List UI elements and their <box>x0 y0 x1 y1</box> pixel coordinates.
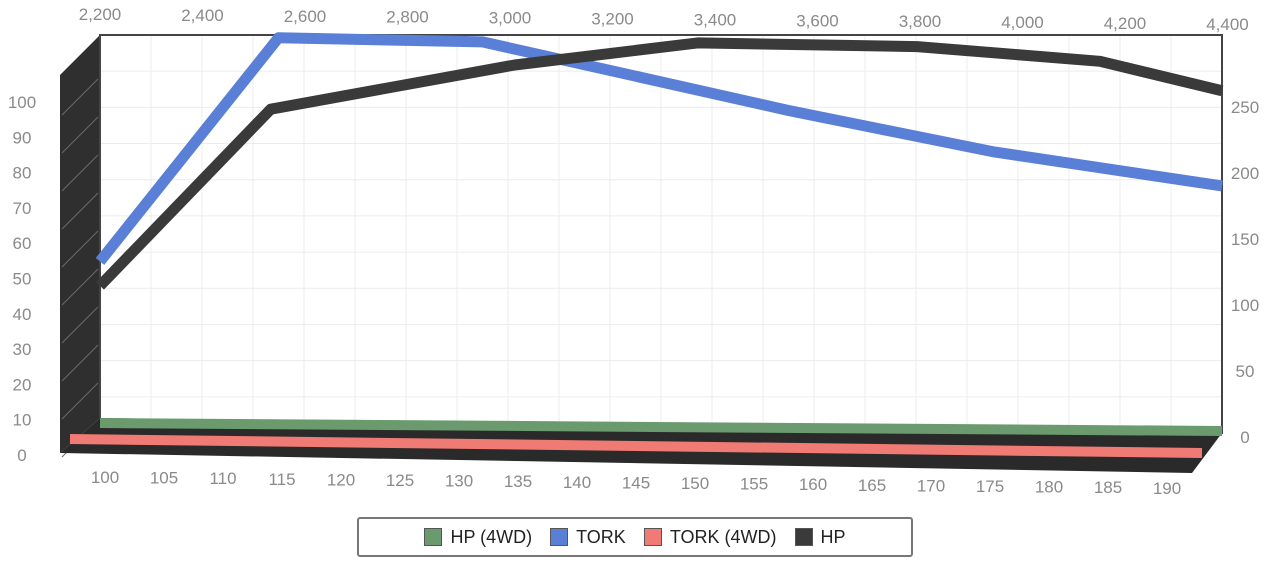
x-bottom-tick-label: 175 <box>976 477 1004 496</box>
legend-label: HP <box>820 526 846 547</box>
x-top-tick-label: 2,800 <box>386 8 429 27</box>
y-left-tick-label: 70 <box>13 199 32 218</box>
x-bottom-tick-label: 140 <box>563 473 591 492</box>
wall-hatch <box>61 154 99 192</box>
x-bottom-tick-label: 170 <box>917 476 945 495</box>
legend-swatch <box>550 528 569 546</box>
legend-label: TORK <box>576 526 626 547</box>
legend-label: TORK (4WD) <box>669 526 777 547</box>
y-left-tick-label: 10 <box>13 411 32 430</box>
y-left-tick-label: 0 <box>17 446 26 465</box>
legend-swatch <box>643 528 662 546</box>
x-top-tick-label: 4,200 <box>1104 14 1147 33</box>
series-line-tork <box>95 32 1223 265</box>
y-left-tick-label: 40 <box>13 305 32 324</box>
wall-hatch <box>61 268 99 306</box>
x-bottom-tick-label: 110 <box>209 469 236 488</box>
left-wall <box>60 35 100 453</box>
x-top-tick-label: 4,000 <box>1001 13 1044 32</box>
x-bottom-tick-label: 125 <box>386 471 414 490</box>
engine-performance-chart: 0 10 20 30 40 50 60 70 80 90 100 0 50 100 150 200 250 2… <box>8 5 1259 498</box>
y-left-tick-label: 20 <box>13 375 32 394</box>
x-top-tick-label: 2,600 <box>284 7 327 26</box>
legend-item-tork-4wd: TORK (4WD) <box>643 526 777 548</box>
x-bottom-tick-label: 100 <box>91 468 119 487</box>
y-right-tick-label: 0 <box>1240 428 1249 447</box>
x-bottom-tick-label: 115 <box>268 470 295 489</box>
legend-item-hp: HP <box>794 526 846 548</box>
series-line-hp-4wd <box>99 418 1223 436</box>
wall-hatch <box>61 382 99 420</box>
x-bottom-tick-label: 130 <box>445 472 473 491</box>
x-top-tick-label: 2,400 <box>181 6 224 25</box>
x-top-tick-label: 3,600 <box>796 11 839 30</box>
series-line-hp <box>96 37 1224 290</box>
x-bottom-tick-label: 190 <box>1153 479 1181 498</box>
top-axis-ticks: 2,200 2,400 2,600 2,800 3,000 3,200 3,400 3,600… <box>79 5 1249 34</box>
x-top-tick-label: 3,400 <box>694 10 737 29</box>
series-line-tork-4wd <box>69 434 1203 458</box>
x-bottom-tick-label: 150 <box>681 474 709 493</box>
legend-item-hp-4wd: HP (4WD) <box>424 527 532 548</box>
wall-hatch <box>61 344 99 382</box>
y-left-tick-label: 30 <box>13 340 32 359</box>
y-right-tick-label: 50 <box>1236 362 1255 381</box>
x-top-tick-label: 2,200 <box>79 5 122 24</box>
wall-hatch <box>61 306 99 344</box>
y-right-tick-label: 150 <box>1231 230 1259 249</box>
grid-lines <box>99 34 1223 434</box>
bottom-axis-ticks: 100 105 110 115 120 125 130 135 140 145 150 155 160 1… <box>91 468 1181 498</box>
y-left-tick-label: 60 <box>13 234 32 253</box>
y-left-tick-label: 100 <box>8 93 36 112</box>
x-bottom-tick-label: 180 <box>1035 478 1063 497</box>
x-top-tick-label: 3,800 <box>899 12 942 31</box>
y-left-tick-label: 50 <box>13 270 32 289</box>
y-left-tick-label: 90 <box>13 128 32 147</box>
x-bottom-tick-label: 135 <box>504 472 532 491</box>
y-right-tick-label: 250 <box>1231 98 1259 117</box>
wall-hatch <box>61 78 99 116</box>
x-top-tick-label: 3,000 <box>489 9 532 28</box>
y-right-tick-label: 200 <box>1231 164 1259 183</box>
series-lines <box>69 32 1224 458</box>
legend-swatch <box>424 528 443 546</box>
legend-label: HP (4WD) <box>450 526 533 547</box>
x-bottom-tick-label: 105 <box>150 469 178 488</box>
x-bottom-tick-label: 155 <box>740 475 768 494</box>
y-left-tick-label: 80 <box>13 164 32 183</box>
x-bottom-tick-label: 165 <box>858 476 886 495</box>
chart-legend: HP (4WD) TORK TORK (4WD) HP <box>357 517 913 557</box>
legend-item-tork: TORK <box>550 527 626 548</box>
right-axis-ticks: 0 50 100 150 200 250 <box>1231 98 1259 447</box>
y-right-tick-label: 100 <box>1231 296 1259 315</box>
x-top-tick-label: 3,200 <box>591 10 634 29</box>
wall-hatch <box>61 192 99 230</box>
left-axis-ticks: 0 10 20 30 40 50 60 70 80 90 100 <box>8 93 36 465</box>
x-bottom-tick-label: 120 <box>327 470 355 489</box>
x-bottom-tick-label: 160 <box>799 475 827 494</box>
x-bottom-tick-label: 185 <box>1094 478 1122 497</box>
wall-hatch <box>61 116 99 154</box>
legend-swatch <box>794 528 813 546</box>
x-bottom-tick-label: 145 <box>622 473 650 492</box>
x-top-tick-label: 4,400 <box>1206 15 1249 34</box>
wall-hatch <box>61 230 99 268</box>
